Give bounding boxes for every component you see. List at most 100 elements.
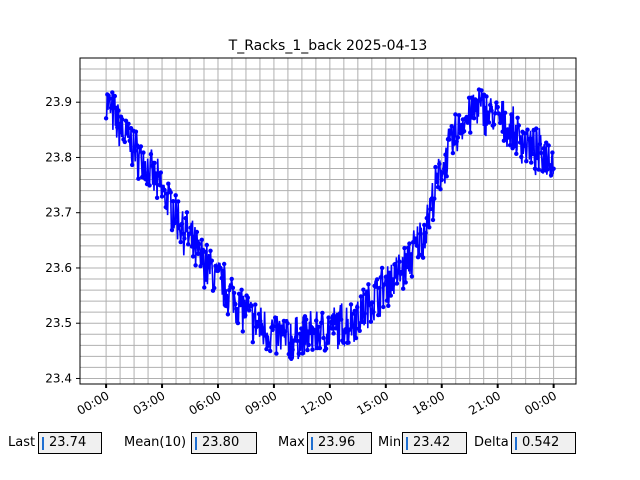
- data-point: [440, 170, 446, 175]
- data-point: [115, 125, 120, 130]
- data-point: [532, 166, 538, 171]
- data-point: [314, 318, 319, 323]
- stat-label-min: Min: [378, 435, 402, 450]
- data-point: [273, 315, 278, 320]
- data-point: [386, 303, 391, 308]
- stat-field-min[interactable]: 23.42: [402, 432, 467, 454]
- data-point: [116, 108, 121, 113]
- data-point: [521, 143, 526, 149]
- data-point: [489, 108, 494, 113]
- data-point: [296, 351, 301, 356]
- stat-value-mean: 23.80: [202, 435, 240, 450]
- data-point: [483, 105, 488, 111]
- stat-field-delta[interactable]: 0.542: [511, 432, 576, 454]
- data-point: [132, 148, 137, 153]
- data-point: [195, 251, 201, 256]
- data-point: [162, 187, 167, 193]
- data-point: [282, 329, 288, 334]
- data-point: [148, 152, 154, 157]
- data-point: [394, 281, 400, 286]
- data-point: [220, 268, 226, 274]
- data-point: [103, 116, 109, 121]
- data-point: [439, 177, 444, 183]
- stat-label-last: Last: [8, 435, 36, 450]
- text-cursor-icon: [195, 437, 197, 450]
- stat-label-mean: Mean(10): [124, 435, 187, 450]
- data-point: [442, 166, 447, 171]
- data-point: [343, 326, 349, 332]
- data-point: [407, 241, 412, 246]
- data-point: [141, 150, 146, 155]
- data-point: [428, 206, 433, 212]
- data-point: [107, 96, 113, 101]
- data-point: [218, 265, 223, 271]
- y-tick-label: 23.6: [45, 261, 72, 275]
- data-point: [351, 324, 356, 329]
- data-point: [361, 287, 366, 292]
- data-point: [485, 110, 490, 115]
- data-point: [420, 255, 426, 260]
- data-point: [320, 310, 325, 316]
- data-point: [455, 135, 461, 140]
- data-point: [347, 327, 352, 332]
- data-point: [516, 123, 521, 128]
- data-point: [222, 261, 227, 267]
- data-point: [448, 128, 453, 133]
- data-point: [108, 105, 114, 111]
- data-point: [525, 127, 530, 132]
- data-point: [450, 150, 456, 156]
- data-point: [285, 321, 290, 326]
- data-point: [456, 113, 462, 118]
- stat-value-delta: 0.542: [522, 435, 560, 450]
- stat-field-mean[interactable]: 23.80: [191, 432, 257, 454]
- data-point: [530, 151, 535, 157]
- data-point: [112, 93, 118, 99]
- data-point: [289, 356, 294, 361]
- x-tick-label: 00:00: [522, 388, 559, 417]
- data-point: [515, 115, 520, 121]
- data-point: [338, 317, 344, 322]
- data-point: [517, 140, 523, 145]
- stat-field-max[interactable]: 23.96: [307, 432, 372, 454]
- data-point: [266, 342, 272, 347]
- data-point: [239, 287, 244, 292]
- data-point: [355, 305, 360, 310]
- data-point: [321, 335, 326, 341]
- data-point: [449, 124, 454, 129]
- data-point: [495, 104, 500, 110]
- data-point: [502, 110, 508, 116]
- data-point: [430, 217, 436, 223]
- data-point: [486, 120, 492, 125]
- data-point: [547, 163, 553, 168]
- data-point: [279, 324, 284, 329]
- data-point: [443, 152, 448, 157]
- data-point: [519, 154, 524, 160]
- data-point: [189, 244, 195, 249]
- data-point: [379, 265, 385, 271]
- data-point: [229, 276, 234, 282]
- data-point: [225, 312, 231, 317]
- stat-field-last[interactable]: 23.74: [38, 432, 102, 454]
- x-tick-label: 15:00: [354, 388, 391, 417]
- data-point: [392, 262, 397, 267]
- data-point: [501, 138, 507, 143]
- data-point: [263, 333, 268, 338]
- data-point: [368, 319, 374, 324]
- data-point: [194, 229, 200, 235]
- data-point: [401, 286, 406, 291]
- data-point: [534, 126, 539, 131]
- data-point: [383, 274, 388, 280]
- text-cursor-icon: [406, 437, 408, 450]
- data-point: [236, 291, 242, 296]
- data-point: [306, 342, 311, 348]
- plot-frame: [79, 57, 577, 385]
- data-point: [178, 239, 183, 245]
- data-point: [300, 351, 305, 356]
- data-point: [138, 144, 144, 149]
- data-point: [524, 159, 529, 164]
- data-point: [382, 282, 387, 287]
- x-tick-label: 03:00: [131, 388, 168, 417]
- data-point: [250, 340, 255, 345]
- data-point: [348, 302, 354, 307]
- data-point: [376, 312, 381, 318]
